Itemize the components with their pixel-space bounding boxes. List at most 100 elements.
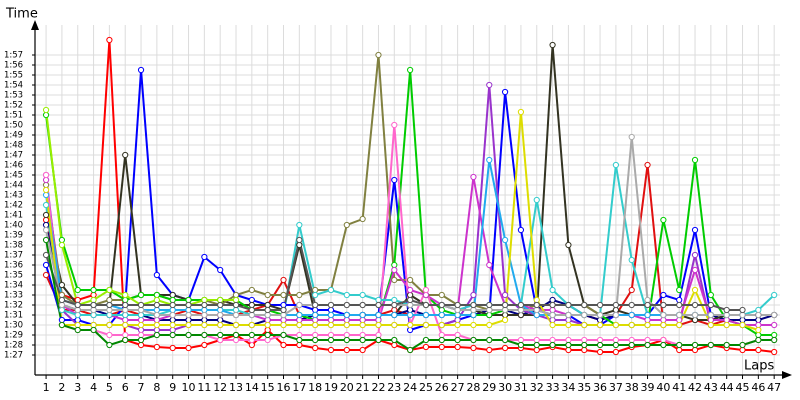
data-point [486, 321, 493, 329]
data-point [771, 321, 778, 329]
data-point [122, 311, 129, 319]
data-point [264, 301, 271, 309]
data-point [407, 346, 414, 354]
data-point [185, 331, 192, 339]
data-point [422, 301, 430, 309]
data-point [296, 341, 303, 349]
y-tick-label: 1:42 [4, 201, 23, 211]
data-point [533, 301, 540, 309]
data-point [264, 291, 271, 299]
data-point [296, 311, 303, 319]
data-point [486, 336, 493, 344]
data-point [248, 301, 255, 309]
x-tick-label: 37 [609, 381, 623, 394]
data-point [549, 301, 556, 309]
data-point [42, 251, 50, 259]
data-point [438, 301, 445, 309]
data-point [755, 331, 762, 339]
data-point [153, 311, 160, 319]
data-point [375, 331, 382, 339]
data-point [407, 296, 414, 304]
data-point [517, 311, 525, 319]
data-point [628, 256, 635, 264]
y-tick-label: 1:47 [4, 151, 23, 161]
y-tick-label: 1:56 [4, 61, 23, 71]
data-point [296, 291, 303, 299]
y-tick-label: 1:45 [4, 171, 23, 181]
data-point [312, 321, 319, 329]
data-point [169, 326, 176, 334]
x-tick-label: 18 [308, 381, 322, 394]
data-point [296, 236, 303, 244]
data-point [122, 151, 129, 159]
data-point [248, 286, 255, 294]
data-point [549, 311, 556, 319]
data-point [391, 276, 398, 284]
data-point [280, 331, 287, 339]
data-point [58, 236, 66, 244]
data-point [248, 311, 255, 319]
data-point [517, 306, 525, 314]
data-point [58, 296, 66, 304]
y-tick-label: 1:46 [4, 161, 23, 171]
data-point [280, 321, 287, 329]
data-point [312, 311, 319, 319]
data-point [90, 296, 97, 304]
data-point [739, 306, 746, 314]
data-point [312, 316, 319, 324]
data-point [501, 311, 509, 319]
x-tick-label: 35 [577, 381, 591, 394]
data-point [501, 336, 509, 344]
data-point [42, 271, 50, 279]
data-point [58, 241, 66, 249]
data-point [486, 301, 493, 309]
data-point [660, 341, 667, 349]
x-tick-label: 44 [720, 381, 734, 394]
y-tick-label: 1:38 [4, 241, 23, 251]
data-point [628, 286, 635, 294]
data-point [375, 321, 382, 329]
data-point [248, 296, 255, 304]
data-point [676, 316, 683, 324]
x-tick-label: 6 [122, 381, 129, 394]
data-point [486, 306, 493, 314]
data-point [549, 341, 556, 349]
x-tick-label: 25 [419, 381, 433, 394]
data-point [217, 296, 224, 304]
data-point [660, 336, 667, 344]
data-point [755, 321, 762, 329]
data-point [248, 341, 255, 349]
data-point [232, 336, 240, 344]
data-point [391, 341, 398, 349]
data-point [470, 336, 477, 344]
y-tick-label: 1:30 [4, 321, 23, 331]
data-point [217, 336, 224, 344]
data-point [153, 326, 160, 334]
data-point [596, 348, 604, 356]
x-tick-label: 23 [387, 381, 401, 394]
x-tick-label: 40 [656, 381, 670, 394]
data-point [581, 321, 588, 329]
data-point [407, 326, 414, 334]
data-point [501, 291, 509, 299]
data-point [201, 311, 208, 319]
x-tick-label: 21 [356, 381, 370, 394]
data-point [327, 331, 335, 339]
data-point [486, 311, 493, 319]
data-point [549, 286, 556, 294]
data-point [628, 301, 635, 309]
x-tick-label: 14 [245, 381, 259, 394]
x-tick-label: 24 [403, 381, 417, 394]
data-point [201, 341, 208, 349]
data-point [517, 336, 525, 344]
data-point [58, 301, 66, 309]
data-point [58, 306, 66, 314]
data-point [391, 176, 398, 184]
data-point [359, 215, 366, 223]
data-point [280, 291, 287, 299]
x-tick-label: 10 [182, 381, 196, 394]
y-tick-label: 1:32 [4, 301, 23, 311]
data-point [565, 321, 572, 329]
data-point [106, 296, 113, 304]
